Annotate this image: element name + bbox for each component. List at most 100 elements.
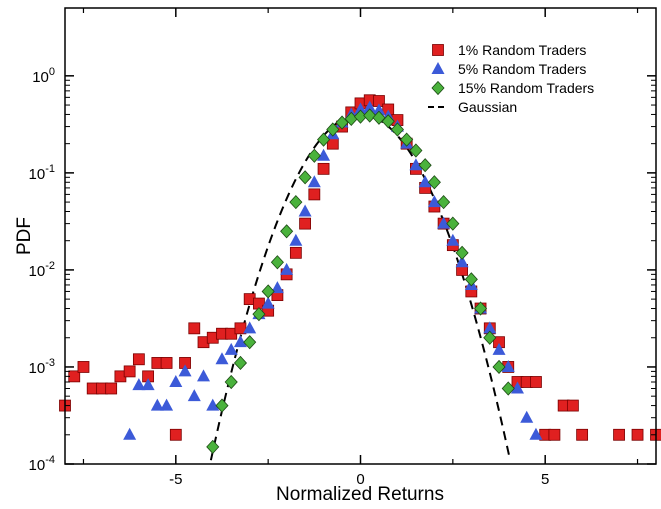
diamond-marker <box>298 170 312 185</box>
x-tick-label: 0 <box>356 471 364 488</box>
triangle-marker <box>150 398 164 411</box>
triangle-marker <box>169 374 183 387</box>
triangle-marker <box>197 369 211 382</box>
triangle-marker <box>298 204 312 217</box>
triangle-marker <box>427 195 441 208</box>
legend-diamond-swatch <box>431 80 445 96</box>
triangle-marker <box>160 398 174 411</box>
gaussian-curve <box>209 113 512 461</box>
square-marker <box>613 428 625 441</box>
triangle-marker <box>409 158 423 171</box>
diamond-marker <box>280 224 294 239</box>
triangle-marker <box>317 148 331 161</box>
diamond-marker <box>400 132 414 147</box>
diamond-marker <box>317 132 331 147</box>
triangle-marker <box>206 398 220 411</box>
y-tick-label: 10-1 <box>29 163 55 183</box>
y-tick-label: 10-3 <box>29 357 55 377</box>
triangle-marker <box>132 378 146 391</box>
square-marker <box>289 246 302 259</box>
triangle-marker <box>418 175 432 188</box>
legend-label: Gaussian <box>458 99 517 115</box>
diamond-marker <box>381 114 395 129</box>
diamond-marker <box>215 398 229 413</box>
diamond-marker <box>492 359 506 375</box>
triangle-marker <box>123 427 137 440</box>
triangle-marker <box>363 100 377 113</box>
triangle-marker <box>178 364 192 377</box>
triangle-marker <box>187 389 201 402</box>
ticks-layer: -5 0 5 100 10-1 10-2 10-3 10-4 <box>29 8 656 488</box>
triangle-marker <box>289 233 303 246</box>
legend: 1% Random Traders 5% Random Traders 15% Ra… <box>428 42 594 115</box>
series-triangle <box>123 100 543 440</box>
triangle-marker <box>141 378 155 391</box>
triangle-marker <box>529 427 543 440</box>
gaussian-layer <box>209 113 512 461</box>
diamond-marker <box>326 122 340 137</box>
diamond-marker <box>455 245 469 260</box>
y-tick-label: 10-2 <box>29 260 55 280</box>
diamond-marker <box>289 194 303 210</box>
diamond-marker <box>427 175 441 190</box>
square-marker <box>566 399 579 412</box>
diamond-marker <box>224 374 238 390</box>
triangle-marker <box>280 262 294 275</box>
diamond-marker <box>261 284 275 299</box>
square-marker <box>105 382 118 395</box>
triangle-marker <box>446 233 460 246</box>
square-marker <box>160 357 173 369</box>
diamond-marker <box>474 301 488 316</box>
diamond-marker <box>390 122 404 137</box>
diamond-marker <box>418 158 432 173</box>
triangle-marker <box>215 352 229 365</box>
triangle-marker <box>510 381 524 394</box>
square-marker <box>530 376 542 388</box>
triangle-marker <box>520 410 534 423</box>
triangle-marker <box>261 296 275 309</box>
square-marker <box>631 428 644 441</box>
triangle-marker <box>501 359 515 372</box>
legend-label: 5% Random Traders <box>458 61 586 77</box>
square-marker <box>576 428 589 441</box>
triangle-marker <box>455 255 469 268</box>
square-marker <box>317 162 330 175</box>
legend-label: 1% Random Traders <box>458 42 586 58</box>
triangle-marker <box>243 321 257 334</box>
triangle-marker <box>270 281 284 294</box>
diamond-marker <box>464 272 478 287</box>
markers-layer <box>59 94 661 455</box>
diamond-marker <box>307 148 321 163</box>
diamond-marker <box>252 307 266 322</box>
square-marker <box>132 353 145 366</box>
triangle-marker <box>483 321 497 334</box>
legend-triangle-swatch <box>431 62 445 74</box>
diamond-marker <box>437 194 451 210</box>
triangle-marker <box>233 335 247 348</box>
diamond-marker <box>270 255 284 270</box>
legend-label: 15% Random Traders <box>458 80 594 96</box>
diamond-marker <box>483 330 497 345</box>
y-tick-label: 10-4 <box>29 454 55 474</box>
diamond-marker <box>363 108 377 123</box>
y-axis-title: PDF <box>14 217 35 255</box>
square-marker <box>308 188 321 201</box>
diamond-marker <box>233 355 247 371</box>
square-marker <box>188 322 201 335</box>
square-marker <box>123 365 136 378</box>
triangle-marker <box>492 342 506 355</box>
square-marker <box>548 428 561 441</box>
diamond-marker <box>243 335 257 350</box>
diamond-marker <box>335 115 349 130</box>
square-marker <box>299 217 311 230</box>
x-tick-label: 5 <box>541 471 549 488</box>
triangle-marker <box>437 216 451 229</box>
legend-square-swatch <box>432 44 444 56</box>
triangle-marker <box>372 103 386 116</box>
series-diamond <box>206 108 515 455</box>
y-tick-label: 100 <box>32 66 55 86</box>
square-marker <box>169 428 182 441</box>
triangle-marker <box>224 342 238 355</box>
square-marker <box>77 361 90 373</box>
